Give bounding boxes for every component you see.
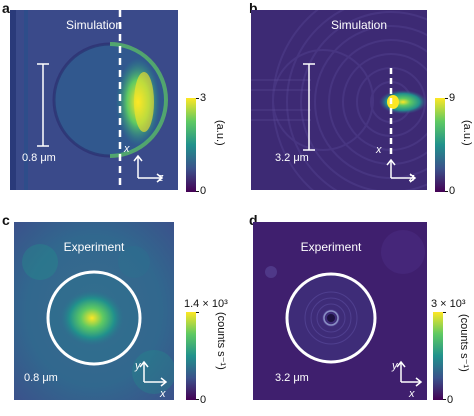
simulation-image [251,10,427,190]
colorbar-max: 1.4 × 10³ [184,298,228,310]
experiment-image [14,222,174,400]
axis-label-horizontal: x [409,388,415,400]
scale-bar-label: 0.8 μm [22,152,56,164]
axis-label-vertical: y [392,360,398,372]
colorbar-unit: (a.u.) [461,120,473,146]
panel-label: a [2,0,10,16]
colorbar-min: 0 [447,394,454,406]
experiment-image [253,222,427,400]
simulation-image [10,10,178,190]
scale-bar-label: 3.2 μm [275,152,309,164]
panel-title: Simulation [330,18,388,32]
colorbar-max: 9 [449,92,456,104]
colorbar [186,98,196,192]
panel-title: Experiment [63,240,125,254]
colorbar [186,312,196,400]
panel-title: Experiment [300,240,362,254]
panel-a: a Simulation 0.8 μm x z 3 0 (a.u.) [0,0,237,208]
colorbar [433,312,443,400]
colorbar [435,98,445,192]
panel-label: c [2,212,10,228]
axis-label-horizontal: x [160,388,166,400]
colorbar-unit: (counts s⁻¹) [215,312,227,370]
panel-c: c Experiment 0.8 μm y x 1.4 × 10³ 0 (cou… [0,208,237,416]
scale-bar-label: 3.2 μm [275,372,309,384]
panel-title: Simulation [65,18,123,32]
colorbar-min: 0 [449,185,456,197]
axis-label-vertical: y [135,360,141,372]
axis-label-vertical: x [124,143,130,155]
colorbar-unit: (counts s⁻¹) [458,314,470,372]
colorbar-max: 3 × 10³ [431,298,466,310]
colorbar-unit: (a.u.) [214,120,226,146]
colorbar-min: 0 [200,185,207,197]
panel-d: d Experiment 3.2 μm y x 3 × 10³ 0 (count… [237,208,474,416]
panel-label: b [249,0,258,16]
circle-outline [285,272,377,364]
scale-bar-label: 0.8 μm [24,372,58,384]
panel-label: d [249,212,258,228]
colorbar-max: 3 [200,92,207,104]
colorbar-min: 0 [200,394,207,406]
axis-label-horizontal: z [409,172,415,184]
circle-outline [46,270,142,366]
panel-b: b Simulation 3.2 μm x [237,0,474,208]
axis-label-horizontal: z [158,172,164,184]
axis-label-vertical: x [376,144,382,156]
